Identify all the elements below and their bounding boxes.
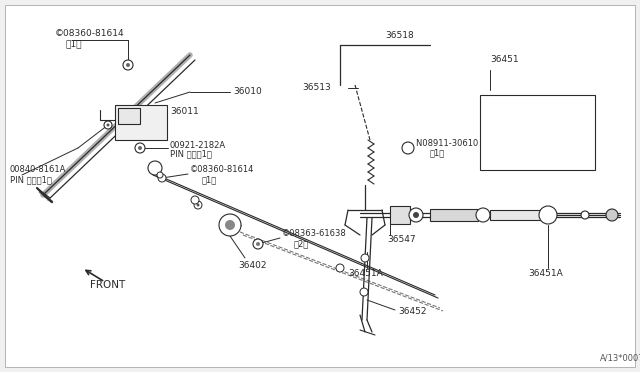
Bar (480, 95, 595, 170)
Text: ©08363-61638: ©08363-61638 (282, 230, 347, 238)
Circle shape (219, 214, 241, 236)
Circle shape (123, 60, 133, 70)
Text: （1）: （1） (65, 39, 81, 48)
Circle shape (606, 209, 618, 221)
Circle shape (104, 121, 112, 129)
Circle shape (225, 220, 235, 230)
Circle shape (336, 264, 344, 272)
Text: N​08911-30610: N​08911-30610 (416, 138, 478, 148)
Text: PIN ピン（1）: PIN ピン（1） (10, 176, 52, 185)
Text: 36011: 36011 (170, 108, 199, 116)
Text: 36513: 36513 (302, 83, 331, 93)
Circle shape (253, 239, 263, 249)
Circle shape (138, 146, 142, 150)
Circle shape (157, 172, 163, 178)
Text: 36452: 36452 (398, 308, 426, 317)
Circle shape (409, 208, 423, 222)
Text: 36451A: 36451A (528, 269, 563, 279)
Text: （2）: （2） (294, 240, 309, 248)
Bar (490, 210, 545, 220)
Circle shape (135, 143, 145, 153)
Circle shape (360, 288, 368, 296)
Text: 36547: 36547 (387, 235, 415, 244)
Circle shape (196, 203, 200, 206)
Text: 36451A: 36451A (348, 269, 383, 279)
Text: A/13*0007: A/13*0007 (600, 353, 640, 362)
Text: FRONT: FRONT (90, 280, 125, 290)
Circle shape (191, 196, 199, 204)
Text: 36010: 36010 (233, 87, 262, 96)
Text: 36451: 36451 (490, 55, 518, 64)
Text: 00840-8161A: 00840-8161A (10, 166, 67, 174)
Bar (390, 206, 410, 224)
Circle shape (148, 161, 162, 175)
Bar (430, 209, 478, 221)
Circle shape (158, 174, 166, 182)
Circle shape (361, 254, 369, 262)
Text: PIN ピン（1）: PIN ピン（1） (170, 150, 212, 158)
Text: （1）: （1） (430, 148, 445, 157)
Circle shape (126, 63, 130, 67)
Bar (118, 108, 140, 124)
Text: 00921-2182A: 00921-2182A (170, 141, 226, 150)
Text: ©08360-81614: ©08360-81614 (190, 166, 254, 174)
Circle shape (106, 124, 109, 126)
Circle shape (413, 212, 419, 218)
Text: （1）: （1） (202, 176, 217, 185)
Text: 36402: 36402 (238, 260, 266, 269)
Circle shape (539, 206, 557, 224)
Circle shape (194, 201, 202, 209)
Circle shape (581, 211, 589, 219)
Text: ©08360-81614: ©08360-81614 (55, 29, 125, 38)
Text: 36518: 36518 (385, 31, 413, 39)
Circle shape (256, 242, 260, 246)
Circle shape (402, 142, 414, 154)
Circle shape (476, 208, 490, 222)
Bar (115, 105, 167, 140)
